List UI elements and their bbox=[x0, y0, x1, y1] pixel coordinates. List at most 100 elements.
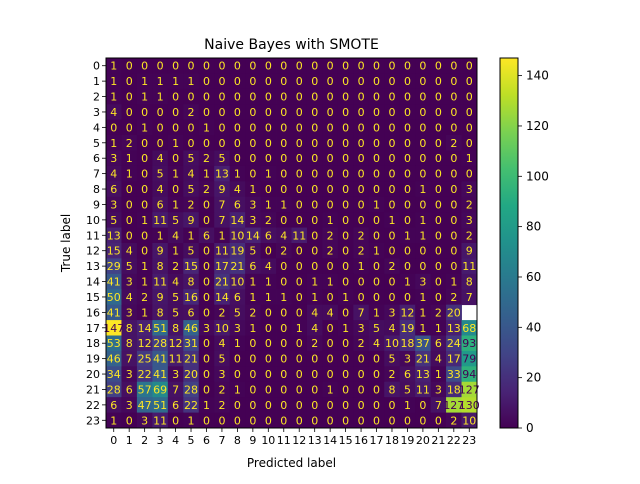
cell-value-label: 2 bbox=[126, 137, 133, 150]
heatmap-cell bbox=[337, 412, 354, 429]
cell-value-label: 7 bbox=[218, 214, 225, 227]
cell-value-label: 3 bbox=[466, 183, 473, 196]
heatmap-cell bbox=[446, 258, 462, 275]
cell-value-label: 0 bbox=[358, 276, 365, 289]
cell-value-label: 10 bbox=[230, 229, 244, 242]
heatmap-cell bbox=[106, 350, 122, 367]
cell-value-label: 0 bbox=[311, 214, 318, 227]
heatmap-cell bbox=[106, 335, 122, 352]
heatmap-cell bbox=[121, 104, 138, 121]
heatmap-cell bbox=[198, 73, 215, 90]
heatmap-cell bbox=[353, 273, 370, 290]
cell-value-label: 7 bbox=[172, 383, 179, 396]
heatmap-cell bbox=[260, 212, 277, 228]
heatmap-cell bbox=[291, 196, 308, 213]
x-tick-label: 22 bbox=[447, 434, 461, 447]
heatmap-cell bbox=[384, 289, 401, 306]
cell-value-label: 0 bbox=[265, 322, 272, 335]
cell-value-label: 0 bbox=[311, 106, 318, 119]
heatmap-cell bbox=[446, 196, 462, 213]
heatmap-cell bbox=[446, 212, 462, 228]
cell-value-label: 4 bbox=[327, 306, 334, 319]
heatmap-cell bbox=[399, 150, 416, 167]
heatmap-cell bbox=[353, 119, 370, 136]
colorbar-tick-label: 80 bbox=[526, 220, 541, 234]
heatmap-cell bbox=[322, 289, 339, 306]
heatmap-cell bbox=[152, 181, 169, 198]
cell-value-label: 9 bbox=[466, 245, 473, 258]
heatmap-cell bbox=[415, 397, 432, 413]
cell-value-label: 1 bbox=[419, 322, 426, 335]
heatmap-cell bbox=[214, 243, 231, 259]
heatmap-cell bbox=[461, 196, 478, 213]
x-tick-label: 10 bbox=[261, 434, 275, 447]
heatmap-cell bbox=[353, 212, 370, 228]
cell-value-label: 0 bbox=[435, 229, 442, 242]
cell-value-label: 0 bbox=[203, 60, 210, 73]
cell-value-label: 22 bbox=[184, 399, 198, 412]
heatmap-cell bbox=[415, 150, 432, 167]
heatmap-cell bbox=[415, 366, 432, 383]
heatmap-cell bbox=[291, 320, 308, 336]
heatmap-cell bbox=[167, 350, 184, 367]
cell-value-label: 0 bbox=[327, 198, 334, 211]
cell-value-label: 2 bbox=[388, 260, 395, 273]
heatmap-cell bbox=[337, 350, 354, 367]
heatmap-cell bbox=[399, 196, 416, 213]
heatmap-cell bbox=[461, 181, 478, 198]
heatmap-cell bbox=[368, 58, 385, 74]
cell-value-label: 0 bbox=[388, 291, 395, 304]
cell-value-label: 0 bbox=[296, 168, 303, 181]
cell-value-label: 16 bbox=[184, 291, 198, 304]
y-tick-label: 21 bbox=[86, 383, 100, 396]
heatmap-cell bbox=[214, 350, 231, 367]
cell-value-label: 0 bbox=[358, 152, 365, 165]
cell-value-label: 0 bbox=[388, 168, 395, 181]
heatmap-cell bbox=[183, 165, 200, 182]
heatmap-cell bbox=[306, 104, 323, 121]
heatmap-cell bbox=[183, 227, 200, 244]
cell-value-label: 0 bbox=[358, 214, 365, 227]
cell-value-label: 37 bbox=[416, 337, 430, 350]
heatmap-cell bbox=[322, 119, 339, 136]
cell-value-label: 0 bbox=[342, 198, 349, 211]
heatmap-cell bbox=[229, 289, 246, 306]
heatmap-cell bbox=[353, 135, 370, 151]
cell-value-label: 1 bbox=[141, 91, 148, 104]
y-tick-label: 18 bbox=[86, 337, 100, 350]
cell-value-label: 13 bbox=[416, 368, 430, 381]
heatmap-cell bbox=[136, 320, 153, 336]
heatmap-cell bbox=[322, 181, 339, 198]
heatmap-cell bbox=[183, 88, 200, 105]
cell-value-label: 0 bbox=[249, 383, 256, 396]
heatmap-cell bbox=[353, 196, 370, 213]
cell-value-label: 0 bbox=[388, 198, 395, 211]
cell-value-label: 2 bbox=[327, 229, 334, 242]
heatmap-cell bbox=[384, 412, 401, 429]
heatmap-cell bbox=[214, 58, 231, 74]
heatmap-cell bbox=[214, 320, 231, 336]
cell-value-label: 3 bbox=[435, 383, 442, 396]
cell-value-label: 0 bbox=[296, 260, 303, 273]
heatmap-cell bbox=[198, 397, 215, 413]
heatmap-cell bbox=[368, 212, 385, 228]
heatmap-cell bbox=[276, 381, 292, 398]
heatmap-cell bbox=[245, 150, 261, 167]
heatmap-cell bbox=[183, 258, 200, 275]
heatmap-cell bbox=[260, 366, 277, 383]
heatmap-cell bbox=[415, 135, 432, 151]
cell-value-label: 22 bbox=[138, 368, 152, 381]
heatmap-cell bbox=[399, 135, 416, 151]
y-tick-label: 9 bbox=[93, 198, 100, 211]
heatmap-cell bbox=[167, 366, 184, 383]
cell-value-label: 1 bbox=[157, 229, 164, 242]
colorbar-tick-label: 140 bbox=[526, 69, 549, 83]
heatmap-cell bbox=[121, 304, 138, 321]
heatmap-cell bbox=[167, 273, 184, 290]
heatmap-cell bbox=[399, 212, 416, 228]
cell-value-label: 8 bbox=[466, 276, 473, 289]
cell-value-label: 0 bbox=[172, 60, 179, 73]
heatmap-cell bbox=[229, 88, 246, 105]
cell-value-label: 3 bbox=[126, 368, 133, 381]
